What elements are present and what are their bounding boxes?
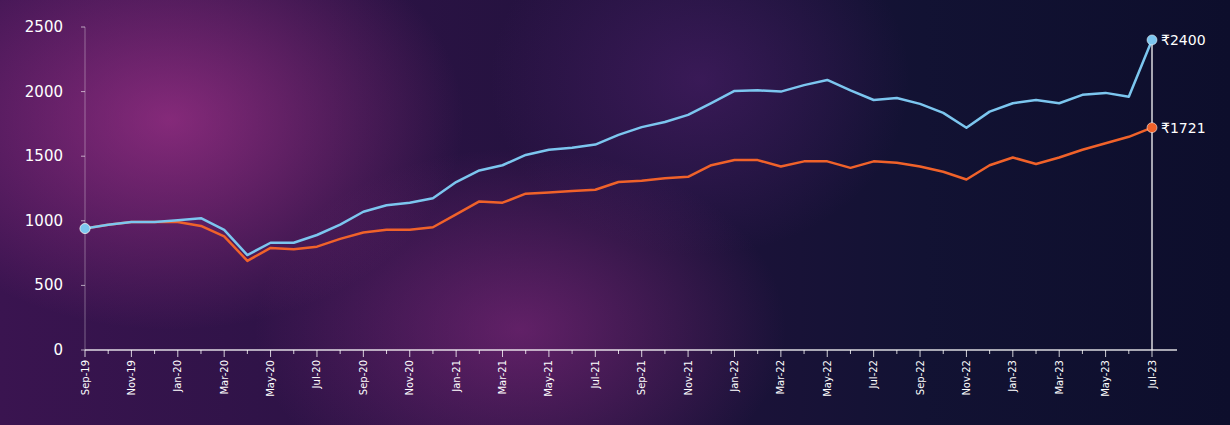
- x-tick: [734, 350, 735, 357]
- x-tick: [850, 350, 851, 354]
- x-tick: [363, 350, 364, 357]
- x-tick: [1105, 350, 1106, 357]
- x-tick: [548, 350, 549, 357]
- x-tick-label: Jul-21: [590, 360, 601, 389]
- x-tick: [293, 350, 294, 354]
- x-tick: [618, 350, 619, 354]
- x-tick: [85, 350, 86, 357]
- x-tick: [340, 350, 341, 354]
- y-tick: [81, 350, 85, 351]
- x-tick-label: Jul-22: [868, 360, 879, 389]
- x-tick: [827, 350, 828, 357]
- x-tick-label: Jul-20: [311, 360, 322, 389]
- y-tick-label: 1500: [25, 147, 63, 165]
- x-tick-label: May-21: [543, 360, 554, 397]
- x-tick: [780, 350, 781, 357]
- x-tick: [479, 350, 480, 354]
- x-tick: [757, 350, 758, 354]
- x-tick: [224, 350, 225, 357]
- x-tick: [409, 350, 410, 357]
- x-tick: [1152, 350, 1153, 357]
- y-tick: [81, 285, 85, 286]
- x-tick: [502, 350, 503, 357]
- x-tick-label: Jan-23: [1007, 360, 1018, 393]
- y-tick: [81, 156, 85, 157]
- x-tick-label: Jan-22: [729, 360, 740, 393]
- x-tick: [1059, 350, 1060, 357]
- y-tick-label: 500: [34, 276, 63, 294]
- x-tick: [1036, 350, 1037, 354]
- x-tick-label: Mar-21: [497, 360, 508, 395]
- x-tick-label: Jan-20: [172, 360, 183, 393]
- x-tick-label: Nov-22: [961, 360, 972, 396]
- x-tick: [525, 350, 526, 354]
- x-tick: [896, 350, 897, 354]
- x-tick-label: Mar-23: [1054, 360, 1065, 395]
- x-tick: [1128, 350, 1129, 354]
- y-tick: [81, 27, 85, 28]
- x-tick: [711, 350, 712, 354]
- x-tick: [1082, 350, 1083, 354]
- x-tick-label: Nov-21: [683, 360, 694, 396]
- x-tick: [247, 350, 248, 354]
- x-tick: [270, 350, 271, 357]
- x-tick: [316, 350, 317, 357]
- chart: 0 500 1000 1500 2000 2500 Sep-19 Nov-19 Jan-20 Ma…: [0, 0, 1230, 425]
- y-tick-label: 2500: [25, 18, 63, 36]
- x-tick: [943, 350, 944, 354]
- y-tick-label: 0: [53, 341, 63, 359]
- x-tick-label: Mar-20: [219, 360, 230, 395]
- x-tick-label: May-22: [822, 360, 833, 397]
- end-line: [1151, 37, 1153, 350]
- x-tick: [1012, 350, 1013, 357]
- y-tick: [81, 220, 85, 221]
- x-tick: [664, 350, 665, 354]
- x-tick: [873, 350, 874, 357]
- y-tick-label: 2000: [25, 83, 63, 101]
- x-tick-label: Sep-21: [636, 360, 647, 395]
- plot-area: [80, 35, 1157, 261]
- x-tick: [177, 350, 178, 357]
- x-tick: [131, 350, 132, 357]
- x-tick-label: Nov-19: [126, 360, 137, 396]
- x-tick-label: May-20: [265, 360, 276, 397]
- x-tick: [641, 350, 642, 357]
- end-marker: [80, 224, 90, 234]
- x-tick: [920, 350, 921, 357]
- x-tick-label: Jan-21: [451, 360, 462, 393]
- x-tick-label: May-23: [1100, 360, 1111, 397]
- x-tick: [432, 350, 433, 354]
- x-tick-label: Nov-20: [404, 360, 415, 396]
- x-tick: [572, 350, 573, 354]
- x-tick: [108, 350, 109, 354]
- end-marker: [80, 224, 90, 234]
- end-label: ₹1721: [1161, 120, 1206, 136]
- x-tick: [966, 350, 967, 357]
- x-tick-label: Jul-23: [1147, 360, 1158, 389]
- y-axis: [85, 27, 86, 350]
- x-tick: [804, 350, 805, 354]
- y-tick-label: 1000: [25, 212, 63, 230]
- x-tick-label: Sep-22: [915, 360, 926, 395]
- y-tick: [81, 91, 85, 92]
- x-tick: [154, 350, 155, 354]
- x-tick: [688, 350, 689, 357]
- x-tick-label: Sep-20: [358, 360, 369, 395]
- series-line: [85, 128, 1152, 261]
- x-tick-label: Sep-19: [80, 360, 91, 395]
- end-marker: [1147, 35, 1157, 45]
- x-tick-label: Mar-22: [775, 360, 786, 395]
- series-line: [85, 40, 1152, 255]
- x-tick: [989, 350, 990, 354]
- end-marker: [1147, 123, 1157, 133]
- end-label: ₹2400: [1161, 32, 1206, 48]
- x-tick: [386, 350, 387, 354]
- x-tick: [456, 350, 457, 357]
- x-tick: [595, 350, 596, 357]
- x-tick: [200, 350, 201, 354]
